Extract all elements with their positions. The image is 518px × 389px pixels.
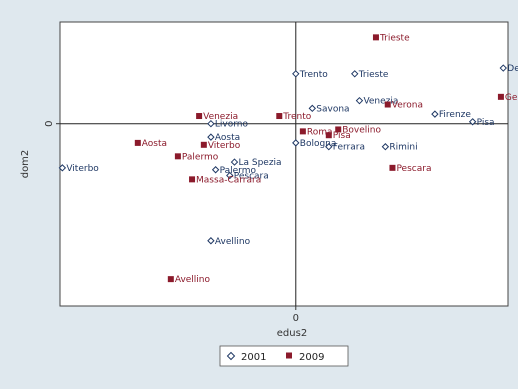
point-marker-2001 [431, 110, 439, 118]
point-label-2001: De [507, 64, 518, 74]
legend: 2001 2009 [219, 345, 349, 367]
point-label-2001: Bologna [300, 139, 337, 149]
point-marker-2001 [468, 118, 477, 126]
point-label-2009: Pescara [396, 164, 431, 174]
point-label-2009: Trieste [379, 33, 410, 43]
point-marker-2009 [389, 164, 396, 171]
point-marker-2009 [174, 153, 181, 160]
point-label-2001: Avellino [215, 237, 251, 247]
point-label-2009: Aosta [142, 139, 167, 149]
point-marker-2001 [207, 133, 215, 141]
point-label-2001: La Spezia [238, 158, 281, 168]
point-marker-2009 [299, 128, 306, 135]
point-label-2001: Ferrara [333, 143, 365, 153]
point-marker-2009 [276, 113, 283, 120]
point-marker-2009 [134, 139, 141, 146]
y-axis-title: dom2 [20, 150, 31, 179]
legend-marker-2001 [226, 351, 236, 361]
point-marker-2001 [58, 164, 67, 172]
legend-box [219, 345, 349, 367]
point-marker-2001 [351, 70, 359, 78]
point-marker-2009 [325, 132, 332, 139]
point-marker-2009 [196, 113, 203, 120]
x-axis-title: edus2 [277, 328, 307, 339]
point-marker-2001 [211, 166, 220, 174]
point-label-2001: Venezia [363, 97, 398, 107]
point-label-2009: Verona [392, 101, 423, 111]
axis-ticks: 00 [44, 121, 299, 324]
point-label-2001: Pescara [234, 172, 269, 182]
x-tick-label: 0 [293, 313, 299, 324]
plot-area [59, 21, 509, 307]
point-marker-2001 [292, 139, 300, 147]
point-label-2001: Pisa [477, 118, 495, 128]
point-label-2009: Avellino [175, 275, 211, 285]
point-label-2001: Savona [316, 104, 349, 114]
point-label-2001: Rimini [389, 143, 417, 153]
point-marker-2001 [499, 64, 507, 72]
point-marker-2001 [226, 171, 234, 180]
legend-label-2001: 2001 [241, 352, 266, 363]
point-marker-2001 [325, 143, 333, 151]
point-label-2009: Palermo [182, 152, 219, 162]
point-label-2009: Gen [505, 93, 518, 103]
point-label-2009: Bovelino [342, 125, 381, 135]
point-marker-2001 [355, 96, 364, 105]
point-label-2001: Aosta [215, 133, 240, 143]
legend-marker-2009 [286, 352, 292, 359]
point-marker-2001 [381, 143, 390, 151]
point-marker-2009 [384, 101, 391, 108]
point-label-2001: Livorno [215, 120, 249, 130]
point-label-2009: Pisa [333, 131, 351, 141]
point-label-2009: Venezia [203, 112, 238, 122]
point-marker-2009 [335, 126, 342, 133]
y-tick-label: 0 [44, 121, 55, 127]
point-marker-2009 [167, 276, 174, 283]
point-marker-2001 [207, 237, 215, 245]
point-label-2009: Trento [282, 112, 311, 122]
point-marker-2009 [200, 141, 207, 148]
point-marker-2001 [207, 119, 215, 128]
legend-label-2009: 2009 [299, 352, 324, 363]
point-label-2009: Viterbo [208, 141, 241, 151]
point-label-2009: Roma [307, 127, 333, 137]
point-label-2009: Massa-Carrara [196, 175, 261, 185]
reference-lines [60, 22, 508, 306]
point-marker-2001 [292, 70, 300, 78]
point-marker-2001 [308, 104, 317, 113]
point-marker-2001 [230, 158, 239, 166]
point-label-2001: Trieste [358, 70, 389, 80]
point-marker-2009 [189, 176, 196, 183]
point-label-2001: Trento [299, 70, 328, 80]
point-marker-2009 [497, 93, 504, 100]
point-label-2001: Viterbo [66, 164, 99, 174]
data-points: Trento Trieste De Venezia Savona Firenze Pisa L… [58, 33, 518, 285]
point-label-2001: Palermo [220, 166, 257, 176]
point-marker-2009 [372, 34, 379, 41]
point-label-2001: Firenze [439, 110, 471, 120]
